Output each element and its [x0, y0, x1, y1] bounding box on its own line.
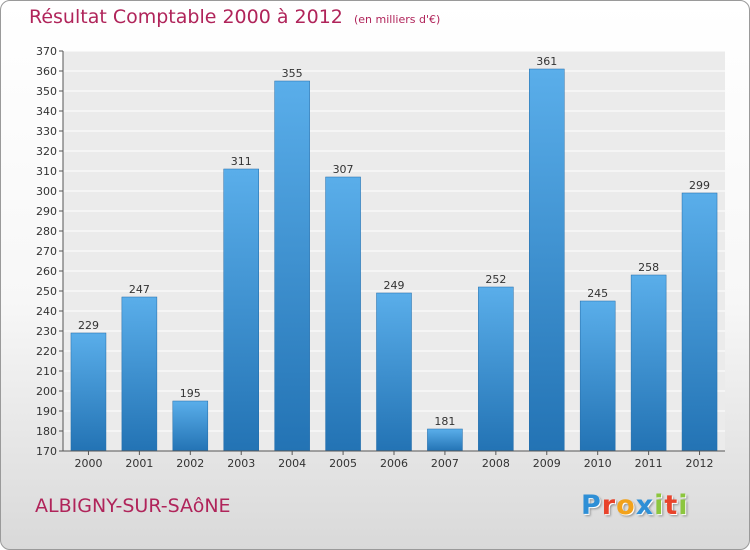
bar	[70, 332, 107, 452]
logo-letter: t	[664, 490, 679, 521]
y-tick-label: 330	[36, 125, 57, 138]
bar	[427, 428, 463, 452]
y-tick-label: 240	[36, 305, 57, 318]
bar	[325, 176, 361, 452]
y-tick-label: 320	[36, 145, 57, 158]
x-tick-label: 2007	[431, 457, 459, 470]
logo-letter: r	[601, 490, 617, 521]
x-tick-label: 2001	[125, 457, 153, 470]
y-tick-label: 350	[36, 85, 57, 98]
bar-value-label: 307	[333, 163, 354, 176]
axes: 170 180 190 200 210 220 230 240 250 260 270 280 290 3…	[36, 45, 725, 470]
y-tick-label: 290	[36, 205, 57, 218]
x-tick-label: 2000	[74, 457, 102, 470]
logo-letter: P	[581, 490, 602, 521]
y-tick-label: 340	[36, 105, 57, 118]
bar-value-label: 258	[638, 261, 659, 274]
bar	[121, 296, 158, 452]
bar-value-label: 311	[231, 155, 252, 168]
x-tick-label: 2011	[635, 457, 663, 470]
bars: 229 247 195 311 355 307 249 181 252 361 245 258 299	[70, 55, 718, 452]
y-tick-label: 300	[36, 185, 57, 198]
bar-value-label: 247	[129, 283, 150, 296]
x-tick-label: 2006	[380, 457, 408, 470]
y-tick-label: 250	[36, 285, 57, 298]
bar-value-label: 252	[485, 273, 506, 286]
logo-letter: x	[635, 490, 655, 521]
logo-letter: i	[654, 490, 665, 521]
y-tick-label: 220	[36, 345, 57, 358]
x-tick-label: 2003	[227, 457, 255, 470]
bar-value-label: 361	[536, 55, 557, 68]
bar	[630, 274, 667, 452]
y-tick-label: 360	[36, 65, 57, 78]
chart-subtitle: (en milliers d'€)	[353, 13, 441, 26]
y-tick-label: 230	[36, 325, 57, 338]
bar	[376, 292, 412, 452]
bar-value-label: 249	[384, 279, 405, 292]
y-tick-label: 310	[36, 165, 57, 178]
x-tick-label: 2005	[329, 457, 357, 470]
bar-value-label: 195	[180, 387, 201, 400]
bar	[529, 68, 565, 452]
x-tick-label: 2012	[686, 457, 714, 470]
chart-title: Résultat Comptable 2000 à 2012	[29, 6, 343, 28]
y-tick-label: 280	[36, 225, 57, 238]
x-tick-label: 2010	[584, 457, 612, 470]
y-tick-label: 200	[36, 385, 57, 398]
x-tick-label: 2009	[533, 457, 561, 470]
bar	[478, 286, 514, 452]
proxiti-logo: Proxiti	[581, 490, 689, 521]
x-tick-label: 2004	[278, 457, 306, 470]
logo-letter: o	[616, 490, 636, 521]
y-tick-label: 170	[36, 445, 57, 458]
bar	[172, 400, 209, 452]
bar	[681, 192, 718, 452]
bar	[579, 300, 616, 452]
bar-value-label: 299	[689, 179, 710, 192]
y-tick-label: 210	[36, 365, 57, 378]
bar-value-label: 181	[434, 415, 455, 428]
bar-value-label: 245	[587, 287, 608, 300]
y-tick-label: 180	[36, 425, 57, 438]
bar-value-label: 355	[282, 67, 303, 80]
bar-value-label: 229	[78, 319, 99, 332]
bar	[223, 168, 259, 452]
title-block: Résultat Comptable 2000 à 2012 (en milli…	[29, 6, 440, 28]
y-tick-label: 270	[36, 245, 57, 258]
x-tick-label: 2008	[482, 457, 510, 470]
logo-letter: i	[678, 490, 689, 521]
y-tick-label: 190	[36, 405, 57, 418]
x-tick-label: 2002	[176, 457, 204, 470]
bar	[274, 80, 310, 452]
y-tick-label: 260	[36, 265, 57, 278]
y-tick-label: 370	[36, 45, 57, 58]
city-name: ALBIGNY-SUR-SAôNE	[35, 495, 231, 517]
